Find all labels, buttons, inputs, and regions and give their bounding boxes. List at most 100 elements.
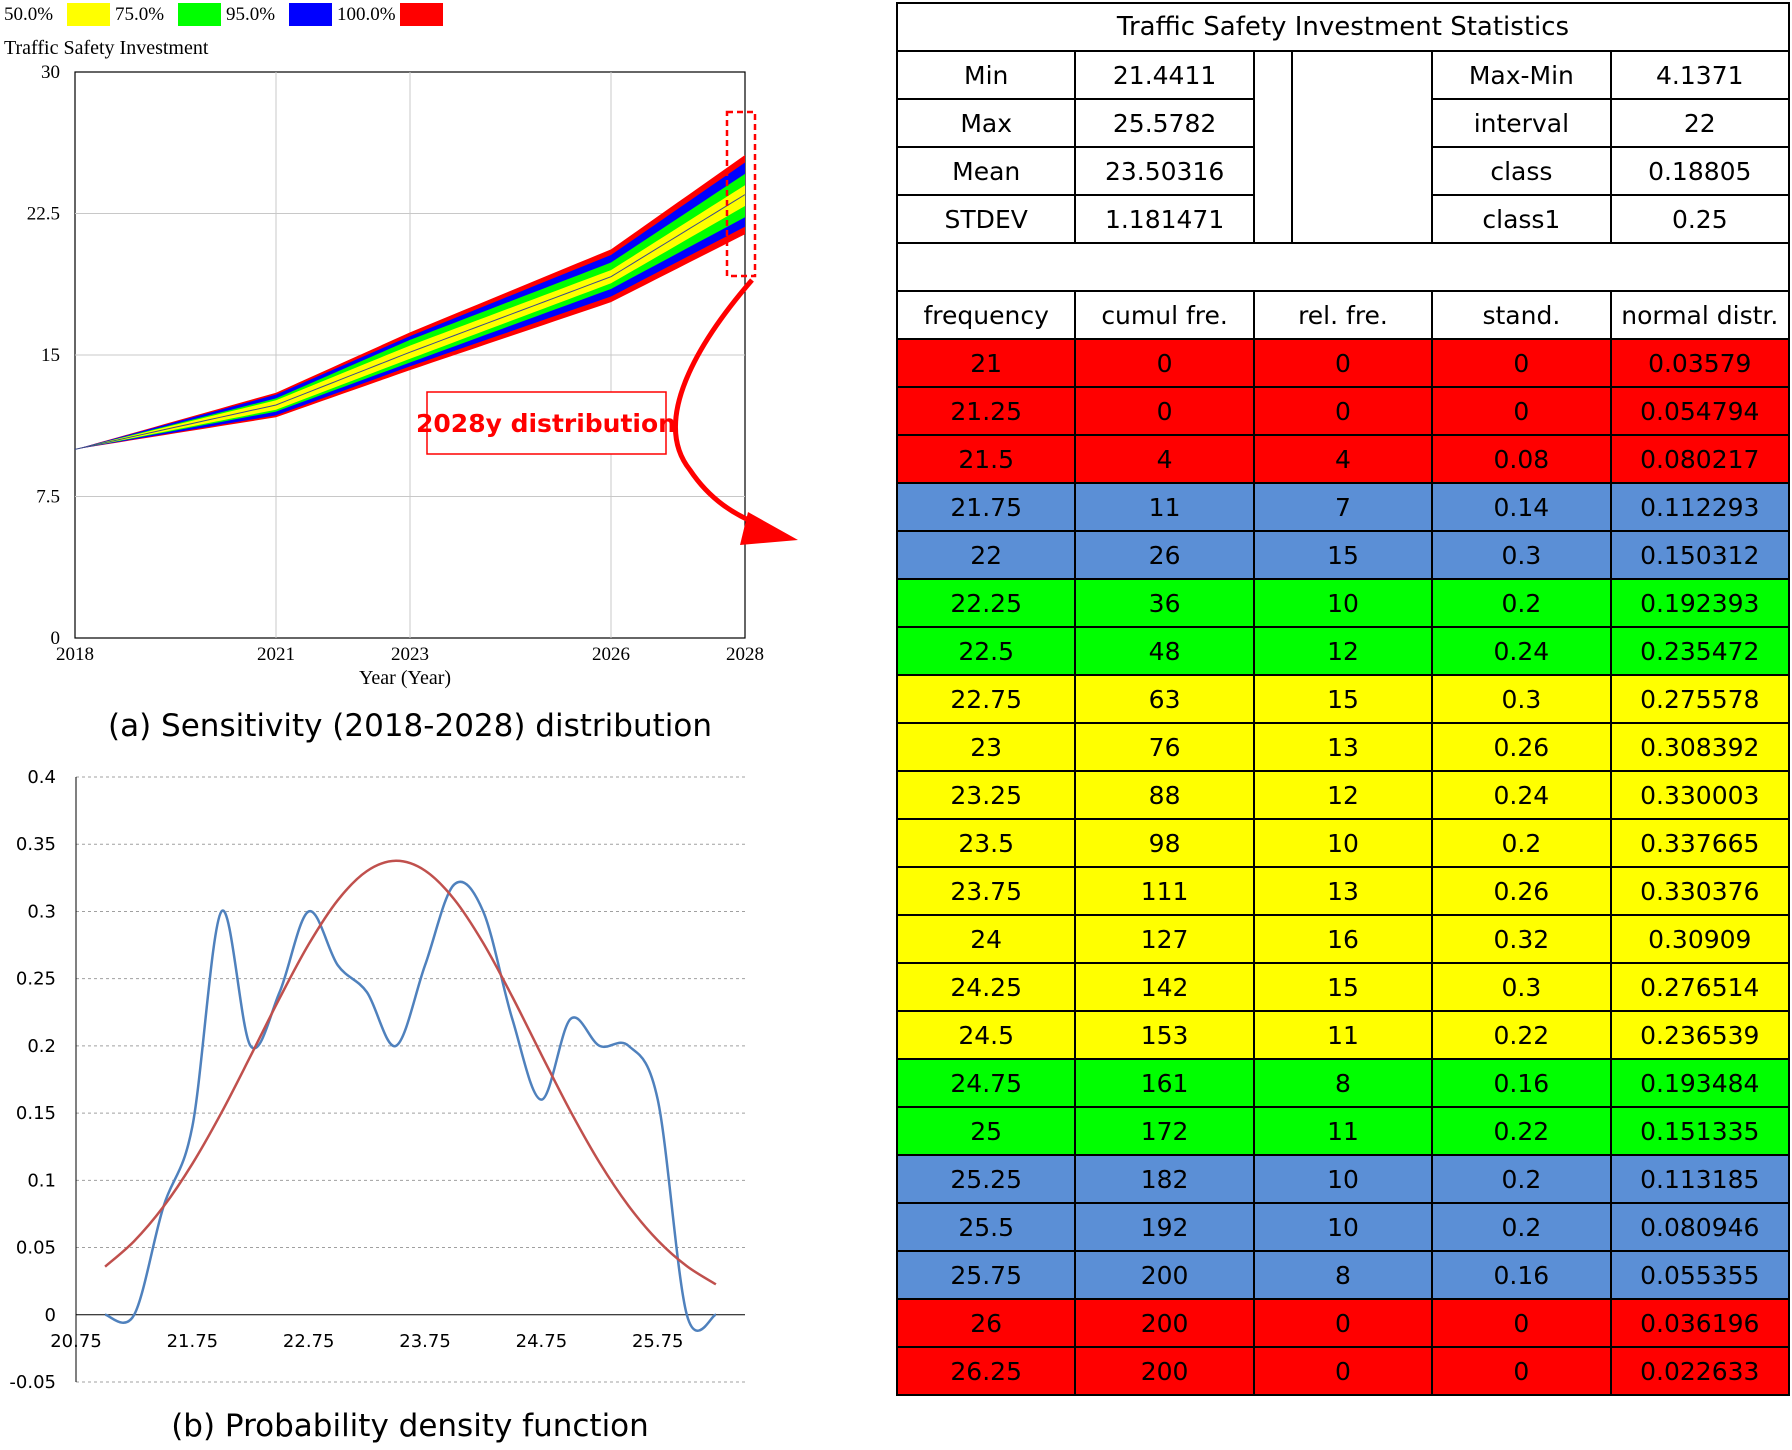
table-cell: 0.337665	[1609, 818, 1791, 868]
table-cell: 10	[1252, 578, 1434, 628]
x-tick-label: 2028	[726, 644, 764, 665]
column-header: frequency	[895, 290, 1077, 340]
table-row: 24.5 153 11 0.22 0.236539	[895, 1010, 1791, 1060]
table-row: 25 172 11 0.22 0.151335	[895, 1106, 1791, 1156]
table-cell: 0	[1074, 386, 1255, 436]
highlight-2028-box	[725, 110, 757, 278]
annotation-arrow	[673, 278, 761, 528]
table-cell: 76	[1074, 722, 1255, 772]
caption-sensitivity: (a) Sensitivity (2018-2028) distribution	[108, 708, 712, 744]
table-cell: 200	[1074, 1250, 1255, 1300]
table-cell: 142	[1074, 962, 1255, 1012]
y-tick-label: 0.2	[27, 1036, 56, 1057]
summary-label: Mean	[895, 146, 1077, 196]
annotation-arrowhead	[740, 512, 798, 545]
column-header: rel. fre.	[1252, 290, 1434, 340]
statistics-table: Traffic Safety Investment Statistics Min 2…	[895, 2, 1791, 1396]
table-cell: 23.75	[895, 866, 1077, 916]
table-cell: 23	[895, 722, 1077, 772]
table-cell: 127	[1074, 914, 1255, 964]
table-cell: 63	[1074, 674, 1255, 724]
table-cell: 0.03579	[1609, 338, 1791, 388]
table-row: 23.5 98 10 0.2 0.337665	[895, 818, 1791, 868]
table-cell: 26.25	[895, 1346, 1077, 1396]
table-cell: 8	[1252, 1058, 1434, 1108]
summary-row: STDEV 1.181471 class1 0.25	[895, 194, 1791, 244]
sensitivity-chart: 2018 2021 2023 2026 2028 0 7.5 15 22.5 30 Year (Ye…	[4, 3, 798, 689]
table-cell: 0.193484	[1609, 1058, 1791, 1108]
table-cell: 26	[1074, 530, 1255, 580]
y-tick-label: 0.4	[27, 767, 56, 788]
median-line	[74, 194, 746, 450]
spacer-row	[896, 242, 1790, 292]
table-row: 26 200 0 0 0.036196	[895, 1298, 1791, 1348]
y-tick-label: 0	[45, 1305, 56, 1326]
table-cell: 22.5	[895, 626, 1077, 676]
table-cell: 0	[1252, 386, 1434, 436]
table-row: 25.25 182 10 0.2 0.113185	[895, 1154, 1791, 1204]
table-cell: 192	[1074, 1202, 1255, 1252]
table-cell: 98	[1074, 818, 1255, 868]
table-cell: 0.24	[1431, 626, 1612, 676]
table-row: 26.25 200 0 0 0.022633	[895, 1346, 1791, 1396]
table-row: 21 0 0 0 0.03579	[895, 338, 1791, 388]
summary-value: 21.4411	[1074, 50, 1255, 100]
y-tick-label: 0.1	[27, 1170, 56, 1191]
table-cell: 11	[1252, 1106, 1434, 1156]
table-cell: 161	[1074, 1058, 1255, 1108]
table-row: 22 26 15 0.3 0.150312	[895, 530, 1791, 580]
y-tick-label: -0.05	[9, 1372, 56, 1393]
x-tick-label: 2023	[391, 644, 429, 665]
table-cell: 12	[1252, 626, 1434, 676]
header-row: frequency cumul fre. rel. fre. stand. normal…	[895, 290, 1791, 340]
table-cell: 23.25	[895, 770, 1077, 820]
table-cell: 10	[1252, 1154, 1434, 1204]
table-cell: 48	[1074, 626, 1255, 676]
table-cell: 0.235472	[1609, 626, 1791, 676]
caption-pdf: (b) Probability density function	[171, 1408, 649, 1444]
x-tick-label: 23.75	[399, 1331, 451, 1352]
table-cell: 24	[895, 914, 1077, 964]
table-cell: 23.5	[895, 818, 1077, 868]
table-cell: 0.2	[1431, 1202, 1612, 1252]
summary-separator	[1252, 50, 1434, 244]
table-cell: 26	[895, 1298, 1077, 1348]
summary-label: STDEV	[895, 194, 1077, 244]
chart-title: Traffic Safety Investment	[4, 37, 209, 59]
legend-label: 100.0%	[337, 4, 396, 25]
summary-value: 1.181471	[1074, 194, 1255, 244]
x-tick-label: 2018	[56, 644, 94, 665]
y-tick-label: 0.25	[16, 969, 56, 990]
table-cell: 0.2	[1431, 1154, 1612, 1204]
column-header: cumul fre.	[1074, 290, 1255, 340]
table-cell: 15	[1252, 962, 1434, 1012]
table-cell: 0.3	[1431, 530, 1612, 580]
y-tick-label: 22.5	[27, 204, 60, 225]
x-tick-label: 25.75	[632, 1331, 684, 1352]
table-cell: 0.26	[1431, 722, 1612, 772]
table-cell: 0.14	[1431, 482, 1612, 532]
table-cell: 0.3	[1431, 674, 1612, 724]
table-cell: 0	[1431, 386, 1612, 436]
x-tick-label: 21.75	[167, 1331, 219, 1352]
table-cell: 22.75	[895, 674, 1077, 724]
table-cell: 0	[1252, 1298, 1434, 1348]
y-tick-label: 0.05	[16, 1238, 56, 1259]
table-title: Traffic Safety Investment Statistics	[896, 2, 1790, 52]
table-cell: 0.150312	[1609, 530, 1791, 580]
table-cell: 24.25	[895, 962, 1077, 1012]
table-row: 24.25 142 15 0.3 0.276514	[895, 962, 1791, 1012]
table-cell: 15	[1252, 674, 1434, 724]
y-tick-label: 0.15	[16, 1103, 56, 1124]
normal-line	[104, 859, 717, 1286]
table-cell: 16	[1252, 914, 1434, 964]
column-header: stand.	[1431, 290, 1612, 340]
table-cell: 182	[1074, 1154, 1255, 1204]
table-row: 24.75 161 8 0.16 0.193484	[895, 1058, 1791, 1108]
table-row: 22.5 48 12 0.24 0.235472	[895, 626, 1791, 676]
table-cell: 153	[1074, 1010, 1255, 1060]
y-tick-label: 0.3	[27, 901, 56, 922]
legend-label: 50.0%	[4, 4, 53, 25]
table-cell: 0.16	[1431, 1058, 1612, 1108]
column-header: normal distr.	[1609, 290, 1791, 340]
